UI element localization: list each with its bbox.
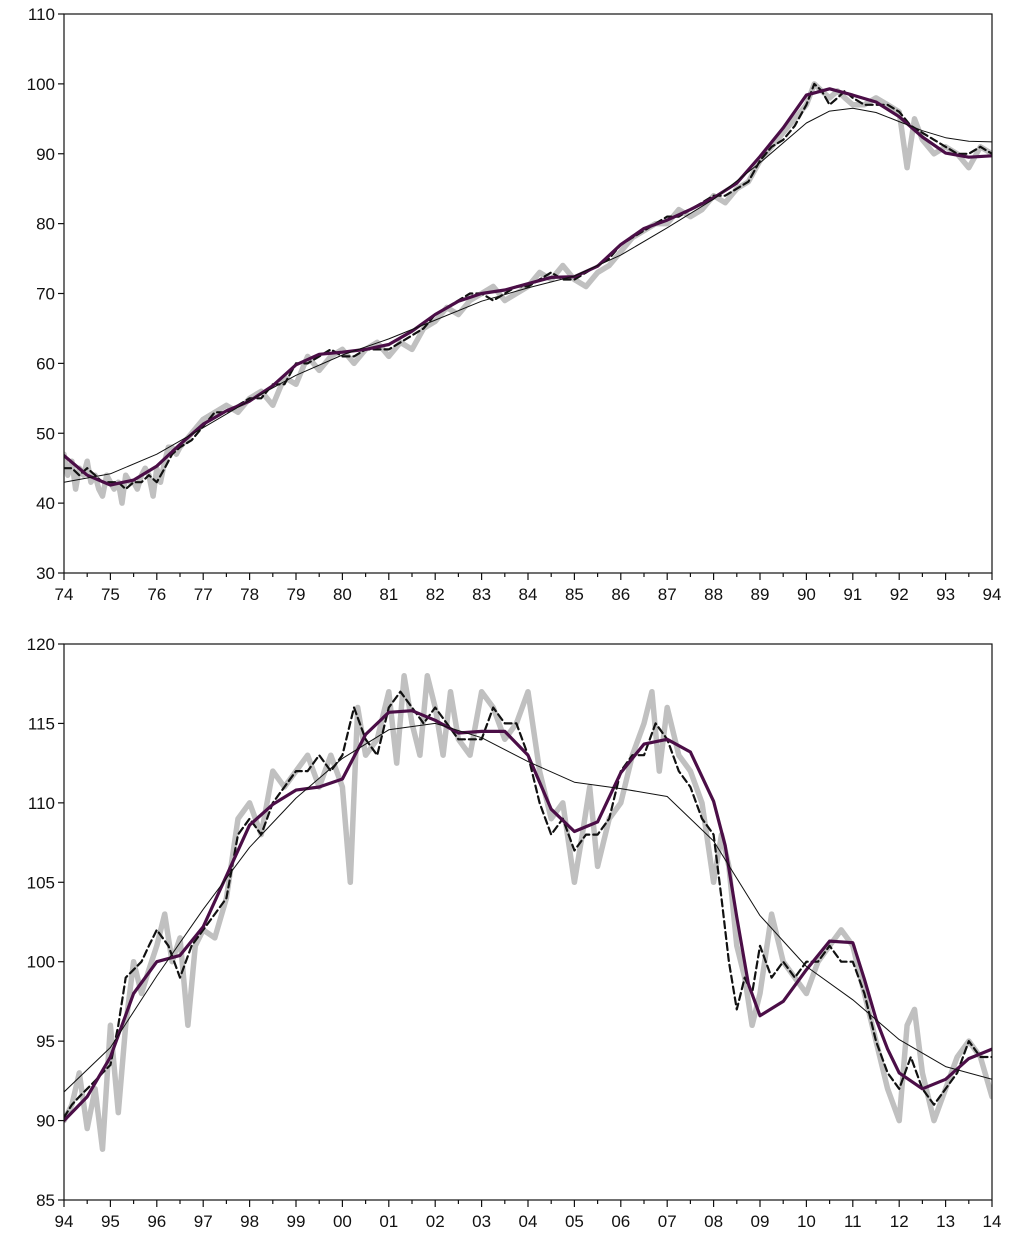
- x-tick-label: 12: [890, 1212, 909, 1231]
- plot-area: [64, 81, 992, 506]
- x-tick-label: 88: [704, 585, 723, 604]
- y-tick-label: 60: [36, 354, 55, 373]
- x-tick-label: 80: [333, 585, 352, 604]
- x-tick-label: 84: [519, 585, 538, 604]
- y-tick-label: 110: [28, 5, 55, 24]
- x-tick-label: 10: [797, 1212, 816, 1231]
- y-tick-label: 90: [36, 145, 55, 164]
- y-tick-label: 50: [36, 424, 55, 443]
- series-smoothed-purple-line: [64, 709, 992, 1123]
- x-tick-label: 74: [55, 585, 74, 604]
- x-tick-label: 93: [936, 585, 955, 604]
- x-tick-label: 78: [240, 585, 259, 604]
- series-dashed-line: [64, 690, 992, 1119]
- y-tick-label: 110: [28, 794, 55, 813]
- x-tick-label: 97: [194, 1212, 213, 1231]
- y-tick-label: 70: [36, 285, 55, 304]
- series-raw-gray-line: [64, 673, 992, 1152]
- x-tick-label: 04: [519, 1212, 538, 1231]
- x-tick-label: 76: [147, 585, 166, 604]
- y-tick-label: 30: [36, 564, 55, 583]
- x-tick-label: 89: [751, 585, 770, 604]
- x-tick-label: 14: [983, 1212, 1002, 1231]
- y-tick-label: 100: [27, 953, 55, 972]
- y-tick-label: 90: [36, 1112, 55, 1131]
- x-tick-label: 94: [983, 585, 1002, 604]
- series-raw-gray-line: [64, 81, 992, 506]
- chart-panel-1994-2014: 85 90 95 100 105 110 115 120 94 95 96 97 98 99 00 01 02 0…: [27, 635, 1002, 1231]
- y-tick-label: 80: [36, 215, 55, 234]
- x-tick-label: 08: [704, 1212, 723, 1231]
- x-tick-label: 94: [55, 1212, 74, 1231]
- x-tick-label: 01: [379, 1212, 398, 1231]
- y-tick-label: 85: [36, 1191, 55, 1210]
- x-tick-label: 02: [426, 1212, 445, 1231]
- x-tick-label: 07: [658, 1212, 677, 1231]
- plot-frame: [63, 643, 993, 1201]
- x-tick-label: 83: [472, 585, 491, 604]
- y-tick-label: 40: [36, 494, 55, 513]
- x-tick-label: 81: [379, 585, 398, 604]
- x-tick-label: 86: [611, 585, 630, 604]
- x-tick-label: 82: [426, 585, 445, 604]
- x-tick-label: 99: [287, 1212, 306, 1231]
- x-tick-label: 90: [797, 585, 816, 604]
- series-trend-thin-line: [64, 722, 992, 1093]
- x-tick-label: 05: [565, 1212, 584, 1231]
- x-tick-label: 98: [240, 1212, 259, 1231]
- x-tick-label: 03: [472, 1212, 491, 1231]
- chart-panel-1974-1994: 30 40 50 60 70 80 90 100 110 74 75 76 77 78 79 80 81 82 83…: [27, 5, 1002, 604]
- x-tick-label: 85: [565, 585, 584, 604]
- series-smoothed-purple-line: [64, 87, 992, 487]
- x-tick-label: 11: [844, 1212, 862, 1231]
- y-tick-label: 95: [36, 1032, 55, 1051]
- x-tick-label: 75: [101, 585, 120, 604]
- x-tick-label: 09: [751, 1212, 770, 1231]
- x-tick-label: 87: [658, 585, 677, 604]
- x-tick-label: 91: [843, 585, 862, 604]
- y-tick-label: 105: [27, 873, 55, 892]
- y-tick-label: 100: [27, 75, 55, 94]
- y-tick-label: 120: [27, 635, 55, 654]
- series-dashed-line: [64, 82, 992, 491]
- x-tick-label: 92: [890, 585, 909, 604]
- x-tick-label: 06: [611, 1212, 630, 1231]
- x-tick-label: 00: [333, 1212, 352, 1231]
- x-tick-label: 13: [936, 1212, 955, 1231]
- x-tick-label: 96: [147, 1212, 166, 1231]
- x-tick-label: 95: [101, 1212, 120, 1231]
- y-tick-label: 115: [28, 714, 55, 733]
- plot-area: [64, 673, 992, 1152]
- series-trend-thin-line: [64, 107, 992, 483]
- x-tick-label: 79: [287, 585, 306, 604]
- x-tick-label: 77: [194, 585, 213, 604]
